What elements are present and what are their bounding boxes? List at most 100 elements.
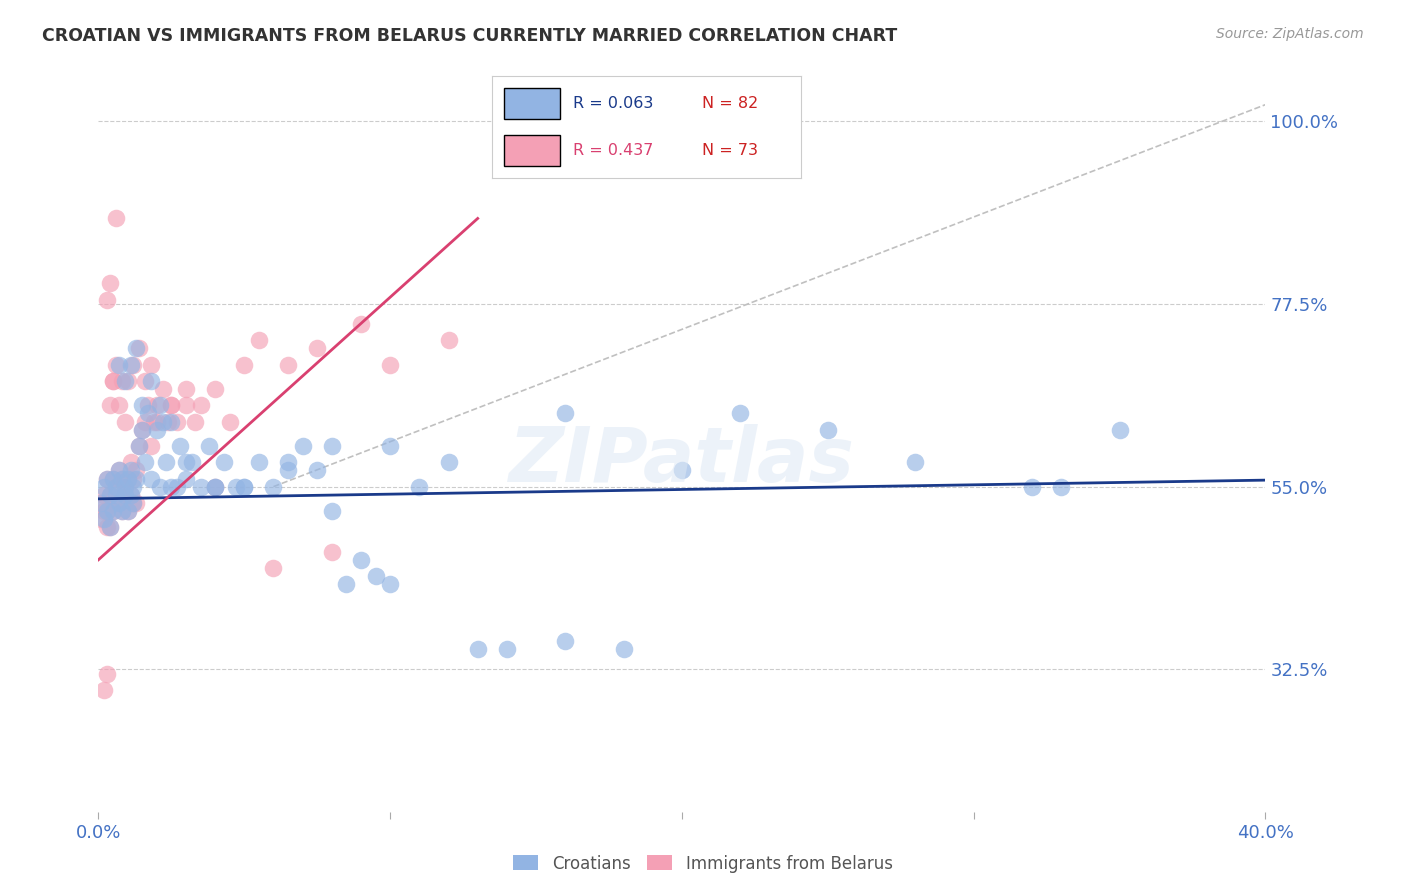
Text: R = 0.063: R = 0.063 (572, 96, 652, 111)
Point (122, 480, 145, 494)
Point (114, 480, 136, 494)
Point (166, 415, 188, 429)
Point (125, 342, 148, 356)
Point (117, 471, 139, 485)
Point (496, 642, 519, 657)
Point (166, 480, 188, 494)
Point (104, 211, 127, 226)
Point (183, 415, 205, 429)
Point (146, 423, 169, 437)
Point (111, 471, 134, 485)
Point (321, 504, 343, 518)
Point (98, 398, 121, 412)
Point (125, 471, 148, 485)
Point (247, 455, 270, 469)
Point (218, 415, 240, 429)
Point (120, 488, 142, 502)
Point (108, 496, 131, 510)
Point (139, 471, 162, 485)
Point (98, 277, 121, 291)
Point (225, 480, 247, 494)
Point (104, 358, 127, 372)
Point (128, 439, 150, 453)
Point (111, 504, 134, 518)
Point (108, 463, 131, 477)
Point (612, 642, 634, 657)
Point (131, 398, 153, 412)
Point (93, 682, 115, 697)
Point (90, 496, 112, 510)
Point (96, 504, 118, 518)
Point (1021, 480, 1043, 494)
Point (139, 439, 162, 453)
Point (174, 455, 197, 469)
Point (174, 398, 197, 412)
Point (90, 512, 112, 526)
Point (277, 358, 299, 372)
Point (160, 480, 183, 494)
Point (180, 455, 202, 469)
Point (136, 407, 159, 421)
Point (142, 415, 165, 429)
Point (108, 398, 131, 412)
Point (554, 634, 576, 648)
Point (160, 415, 183, 429)
Point (128, 342, 150, 356)
Point (98, 520, 121, 534)
Point (321, 439, 343, 453)
Point (96, 666, 118, 681)
Point (204, 480, 226, 494)
Point (554, 407, 576, 421)
Point (204, 382, 226, 396)
Point (104, 480, 127, 494)
Point (157, 415, 180, 429)
Point (104, 496, 127, 510)
Point (96, 293, 118, 307)
Point (1050, 480, 1073, 494)
Point (111, 504, 134, 518)
Point (104, 488, 127, 502)
Point (350, 553, 373, 567)
Point (134, 455, 156, 469)
Point (125, 496, 148, 510)
Point (125, 463, 148, 477)
Point (149, 398, 172, 412)
Point (120, 463, 142, 477)
Point (247, 334, 270, 348)
Point (204, 480, 226, 494)
Point (117, 504, 139, 518)
Point (307, 463, 329, 477)
Point (174, 382, 197, 396)
Point (122, 358, 145, 372)
Point (277, 463, 299, 477)
Point (117, 504, 139, 518)
Point (146, 415, 169, 429)
Text: Source: ZipAtlas.com: Source: ZipAtlas.com (1216, 27, 1364, 41)
Point (117, 471, 139, 485)
Point (96, 520, 118, 534)
Point (96, 471, 118, 485)
Point (212, 455, 235, 469)
Point (98, 520, 121, 534)
Point (335, 577, 357, 591)
Point (101, 504, 124, 518)
Point (108, 358, 131, 372)
Point (111, 471, 134, 485)
Point (120, 488, 142, 502)
Point (671, 463, 693, 477)
Point (291, 439, 314, 453)
Point (350, 317, 373, 331)
Point (96, 504, 118, 518)
FancyBboxPatch shape (505, 88, 560, 119)
Point (114, 488, 136, 502)
Point (122, 471, 145, 485)
Point (101, 471, 124, 485)
Point (139, 358, 162, 372)
Point (114, 374, 136, 388)
Point (277, 455, 299, 469)
Point (101, 374, 124, 388)
Point (152, 415, 174, 429)
Point (114, 415, 136, 429)
Point (93, 488, 115, 502)
Point (155, 455, 177, 469)
